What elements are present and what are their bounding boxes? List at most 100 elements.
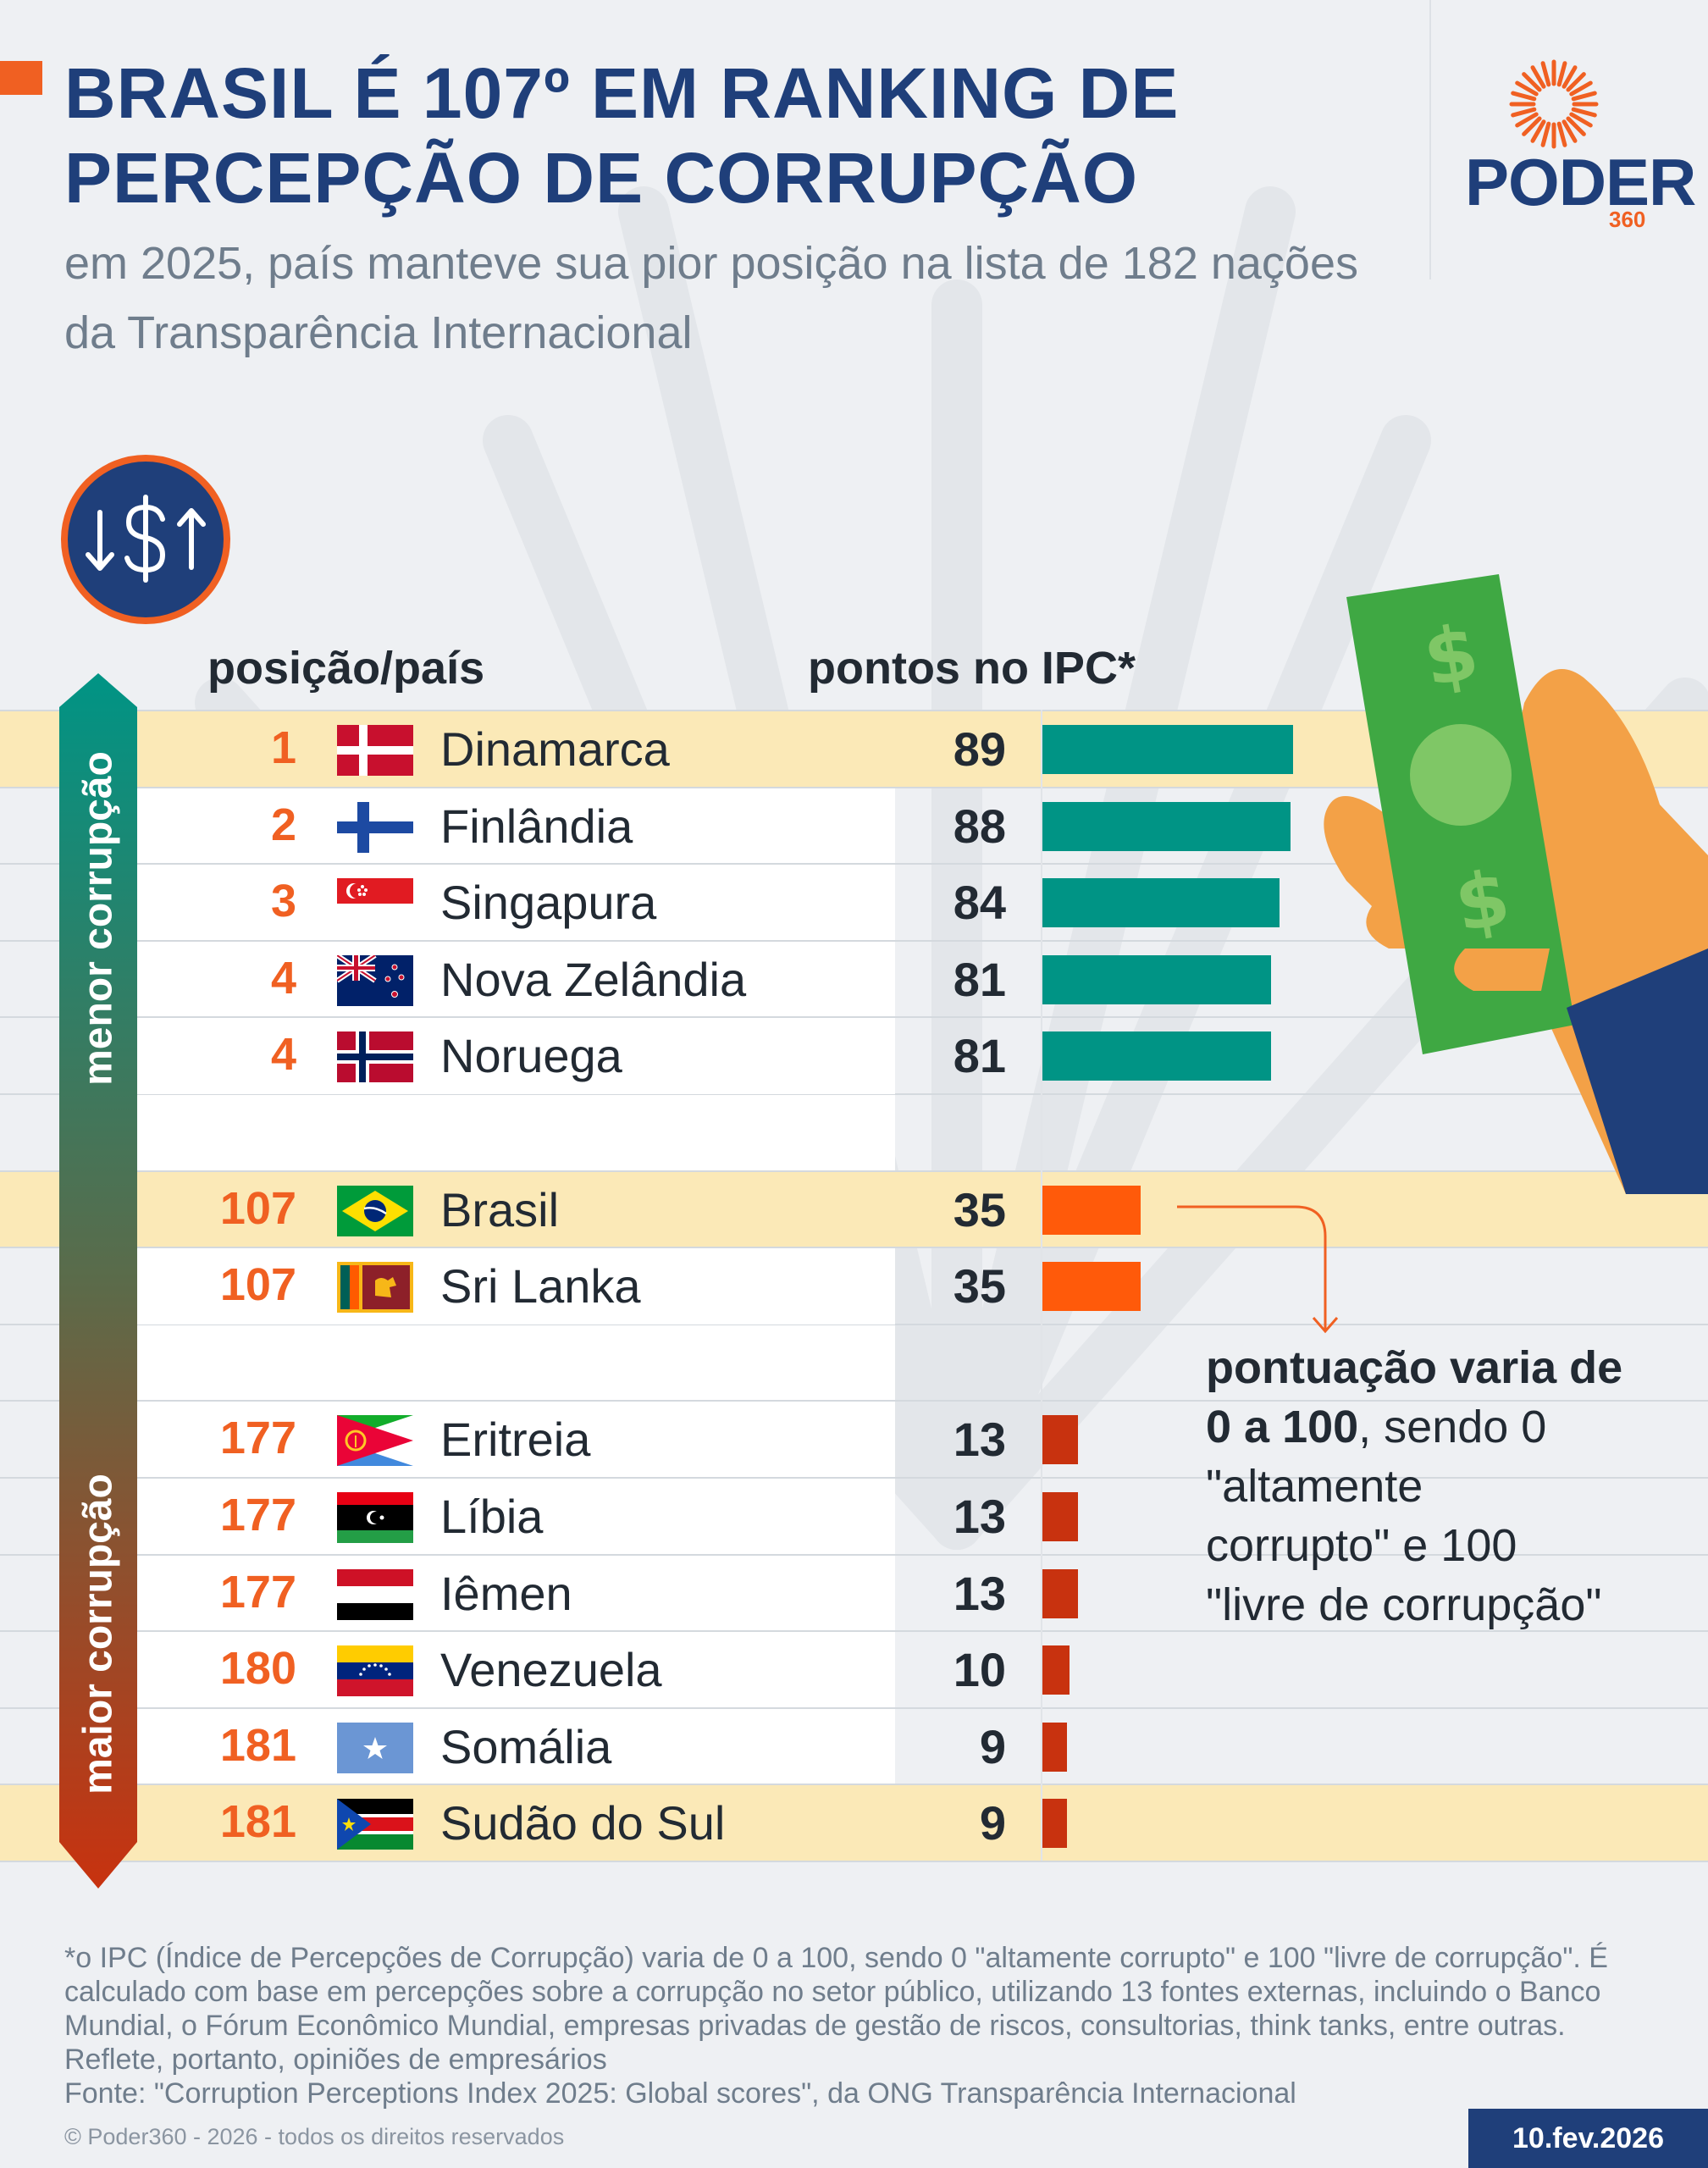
score-bar [1042, 1645, 1070, 1695]
table-row: 107 Sri Lanka 35 [0, 1247, 1708, 1325]
header-position-country: posição/país [207, 643, 485, 694]
annotation-text-3: corrupto" e 100 [1206, 1520, 1517, 1571]
sri-lanka-flag-icon [337, 1262, 413, 1314]
country-label: Brasil [440, 1182, 560, 1236]
table-bottom-border [0, 1861, 1708, 1862]
row-background [137, 1018, 895, 1095]
side-label-more-corruption: maior corrupção [75, 1474, 121, 1795]
norway-flag-icon [337, 1031, 413, 1083]
eritrea-flag-icon [337, 1415, 413, 1467]
title-accent-bar [0, 61, 42, 95]
score-bar [1042, 878, 1280, 928]
logo-text: PODER [1465, 145, 1696, 219]
yemen-flag-icon [337, 1568, 413, 1620]
rank-label: 107 [219, 1182, 296, 1234]
table-row: 3 Singapura 84 [0, 863, 1708, 942]
score-bar [1042, 1185, 1141, 1235]
table-row: 181 Sudão do Sul 9 [0, 1784, 1708, 1862]
table-row: 181 Somália 9 [0, 1706, 1708, 1785]
somalia-flag-icon [337, 1722, 413, 1773]
title-line-1: BRASIL É 107º EM RANKING DE [64, 53, 1180, 133]
rank-label: 4 [270, 1029, 296, 1081]
header-divider [1429, 0, 1431, 279]
row-background [137, 941, 895, 1018]
title-line-2: PERCEPÇÃO DE CORRUPÇÃO [64, 138, 1139, 218]
table-row: 177 Iêmen 13 [0, 1553, 1708, 1632]
row-background [137, 1479, 895, 1555]
page-subtitle: em 2025, país manteve sua pior posição n… [64, 238, 1358, 358]
score-range-annotation: pontuação varia de 0 a 100, sendo 0 "alt… [1206, 1338, 1705, 1634]
row-background [137, 1708, 895, 1785]
table-row: 107 Brasil 35 [0, 1170, 1708, 1248]
score-bar [1042, 1568, 1079, 1618]
annotation-bold-2: 0 a 100 [1206, 1402, 1359, 1452]
annotation-text-2: "altamente [1206, 1461, 1423, 1512]
annotation-text-1: , sendo 0 [1358, 1402, 1547, 1452]
corruption-scale-arrow [59, 673, 137, 1889]
rank-label: 177 [219, 1413, 296, 1464]
denmark-flag-icon [337, 725, 413, 776]
score-label: 81 [953, 952, 1006, 1006]
bar-axis-line [1041, 710, 1042, 1861]
rank-label: 180 [219, 1643, 296, 1695]
score-bar [1042, 1492, 1079, 1541]
table-row: 4 Noruega 81 [0, 1016, 1708, 1095]
score-bar [1042, 1722, 1068, 1772]
rank-label: 181 [219, 1719, 296, 1771]
country-label: Singapura [440, 876, 657, 930]
score-bar [1042, 725, 1294, 774]
dollar-up-down-icon [61, 455, 230, 624]
row-background [137, 1555, 895, 1632]
country-label: Dinamarca [440, 722, 670, 776]
singapore-flag-icon [337, 878, 413, 930]
footnote-text: *o IPC (Índice de Percepções de Corrupçã… [64, 1942, 1608, 2076]
table-row: 4 Nova Zelândia 81 [0, 939, 1708, 1018]
country-label: Finlândia [440, 799, 633, 853]
rank-label: 1 [270, 722, 296, 773]
annotation-arrow [1177, 1205, 1338, 1334]
table-row: 177 Líbia 13 [0, 1477, 1708, 1555]
libya-flag-icon [337, 1492, 413, 1543]
annotation-text-4: "livre de corrupção" [1206, 1579, 1602, 1630]
score-bar [1042, 1415, 1079, 1465]
score-label: 89 [953, 722, 1006, 776]
rank-label: 2 [270, 799, 296, 850]
row-background [137, 1248, 895, 1325]
country-label: Sudão do Sul [440, 1796, 726, 1850]
score-bar [1042, 954, 1271, 1004]
score-bar [1042, 1031, 1271, 1081]
score-label: 9 [979, 1719, 1006, 1773]
country-label: Nova Zelândia [440, 952, 747, 1006]
row-background [137, 1402, 895, 1479]
score-label: 13 [953, 1566, 1006, 1620]
new-zealand-flag-icon [337, 954, 413, 1006]
country-label: Venezuela [440, 1643, 662, 1697]
table-row: 177 Eritreia 13 [0, 1400, 1708, 1479]
score-label: 9 [979, 1796, 1006, 1850]
publication-date: 10.fev.2026 [1468, 2109, 1708, 2168]
south-sudan-flag-icon [337, 1799, 413, 1850]
score-label: 81 [953, 1029, 1006, 1083]
rank-label: 3 [270, 876, 296, 927]
score-label: 88 [953, 799, 1006, 853]
finland-flag-icon [337, 801, 413, 853]
rank-label: 107 [219, 1259, 296, 1311]
rank-label: 177 [219, 1490, 296, 1540]
country-label: Líbia [440, 1490, 544, 1543]
row-background [137, 1325, 895, 1402]
brazil-flag-icon [337, 1185, 413, 1236]
footnote: *o IPC (Índice de Percepções de Corrupçã… [64, 1941, 1656, 2110]
table-row: 2 Finlândia 88 [0, 786, 1708, 865]
rank-label: 177 [219, 1566, 296, 1618]
country-label: Noruega [440, 1029, 622, 1083]
country-label: Sri Lanka [440, 1259, 641, 1314]
row-background [137, 1095, 895, 1171]
score-label: 84 [953, 876, 1006, 930]
logo-number: 360 [1609, 207, 1646, 232]
source-text: Fonte: "Corruption Perceptions Index 202… [64, 2077, 1296, 2110]
hand-with-banknote-illustration: $ $ [1324, 574, 1708, 1194]
venezuela-flag-icon [337, 1645, 413, 1697]
score-bar [1042, 801, 1291, 851]
side-label-less-corruption: menor corrupção [75, 751, 121, 1086]
score-label: 35 [953, 1182, 1006, 1236]
